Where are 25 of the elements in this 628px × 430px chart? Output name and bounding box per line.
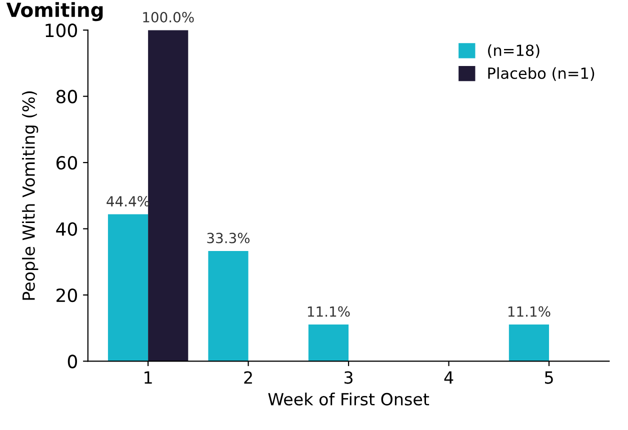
y-tick-label: 80 [56,90,77,104]
y-tick-label: 40 [56,222,77,236]
x-tick-label: 2 [244,371,252,384]
bar [208,250,248,362]
y-tick-label: 0 [68,354,77,368]
chart-title: Vomiting [6,2,103,22]
data-label: 11.1% [308,306,350,317]
data-label: 100.0% [143,12,194,22]
bar [508,324,550,362]
data-label: 11.1% [508,306,550,317]
bar [148,30,188,362]
data-label: 33.3% [207,232,250,244]
y-axis-title: People With Vomiting (%) [22,91,38,300]
x-tick-label: 1 [144,371,152,384]
x-tick-label: 3 [344,371,353,384]
y-tick-label: 100 [46,24,77,38]
legend-label: (n=18) [488,44,540,58]
y-tick-label: 20 [56,288,77,302]
bar [308,324,349,362]
x-tick-label: 5 [545,371,553,384]
y-tick-label: 60 [56,156,77,170]
x-axis-title: Week of First Onset [268,392,430,406]
x-tick-label: 4 [444,371,454,384]
bar [108,214,148,362]
legend-label: Placebo (n=1) [488,67,594,81]
